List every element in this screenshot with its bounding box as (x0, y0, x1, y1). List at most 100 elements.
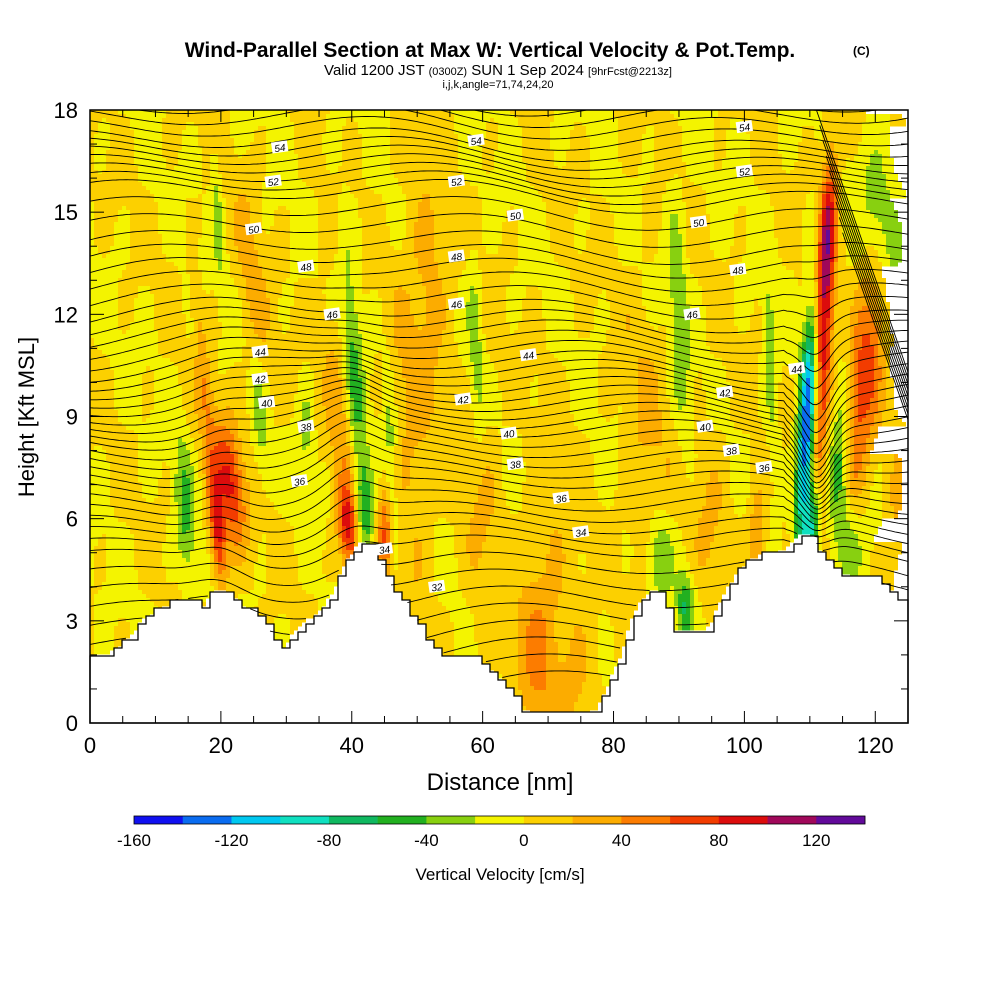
theta-contour-line (90, 386, 908, 478)
theta-contour-line (90, 551, 908, 586)
colorbar-tick-label: 40 (612, 831, 631, 850)
x-tick-label: 20 (209, 733, 233, 758)
colorbar-swatch (134, 816, 184, 824)
colorbar-label: Vertical Velocity [cm/s] (415, 865, 584, 884)
contour-label: 36 (552, 491, 570, 506)
theta-contour-line (90, 379, 908, 471)
theta-contour-line (90, 523, 908, 558)
subtitle-utc: (0300Z) (429, 66, 468, 78)
theta-contour-line (485, 653, 617, 663)
contour-label: 42 (716, 385, 734, 400)
plot-area: 54 52 50 48 46 44 42 40 38 36 34 32 54 52 50 48 46 44 42 40… (89, 90, 909, 724)
contour-label: 34 (375, 542, 394, 557)
theta-contour-line (90, 257, 908, 293)
contour-label: 38 (506, 457, 524, 472)
colorbar-tick-label: -40 (414, 831, 439, 850)
theta-contour-line (90, 283, 908, 320)
colorbar-tick-label: -80 (317, 831, 342, 850)
colorbar-swatch (475, 816, 525, 824)
contour-label: 40 (500, 426, 518, 441)
contour-label: 36 (290, 474, 309, 489)
theta-contour-line (90, 400, 908, 489)
theta-contour-line (842, 232, 908, 421)
theta-contour-line (90, 452, 908, 515)
theta-contour-line (90, 296, 908, 339)
theta-contour-line (90, 213, 908, 248)
colorbar-swatch (523, 816, 573, 824)
subtitle-date: SUN 1 Sep 2024 (471, 62, 584, 79)
theta-contour-line (90, 373, 908, 464)
theta-contour-line (90, 361, 908, 445)
y-tick-label: 18 (54, 98, 78, 123)
contour-label: 44 (519, 348, 538, 363)
colorbar-swatch (718, 816, 768, 824)
subtitle-forecast: [9hrFcst@2213z] (588, 66, 672, 78)
contour-label: 50 (689, 215, 708, 230)
theta-contour-line (90, 534, 908, 569)
contour-label: 46 (323, 307, 341, 322)
contour-label: 42 (454, 392, 472, 407)
theta-contour-line (90, 270, 908, 306)
theta-contour-line (90, 347, 908, 421)
x-tick-label: 120 (857, 733, 894, 758)
theta-contour-line (90, 509, 908, 545)
theta-contour-line (139, 90, 908, 105)
colorbar-swatch (280, 816, 330, 824)
theta-contour-line (90, 494, 908, 535)
theta-contour-line (90, 419, 908, 500)
colorbar-swatch (621, 816, 671, 824)
theta-contour-line (835, 201, 908, 409)
theta-contour-line (90, 367, 908, 455)
theta-contour-line (90, 336, 908, 406)
contour-label: 46 (447, 297, 466, 312)
theta-contour-line (90, 619, 624, 645)
contour-label: 54 (735, 119, 754, 135)
colorbar-swatch (670, 816, 720, 824)
colorbar-swatch (767, 816, 817, 824)
theta-contour-line (90, 306, 908, 355)
theta-contour-line (90, 179, 908, 214)
theta-contour-line (90, 196, 908, 231)
chart-title: Wind-Parallel Section at Max W: Vertical… (185, 39, 796, 62)
colorbar-swatch (182, 816, 232, 824)
contour-label: 52 (735, 164, 754, 179)
contour-label: 34 (572, 525, 590, 540)
contour-label: 36 (755, 460, 773, 475)
contour-label: 48 (729, 263, 747, 278)
theta-contour-line (90, 116, 908, 151)
subtitle-valid: Valid 1200 JST (324, 62, 424, 79)
theta-contour-line (90, 602, 709, 635)
chart-subtitle: Valid 1200 JST (0300Z) SUN 1 Sep 2024 [9… (324, 62, 672, 79)
contour-label: 50 (506, 208, 524, 223)
theta-contour-line (90, 243, 908, 279)
y-tick-label: 6 (66, 507, 78, 532)
theta-contour-line (90, 316, 908, 372)
contour-label: 42 (251, 371, 269, 387)
colorbar-swatch (816, 816, 866, 824)
theta-contour-line (90, 355, 908, 434)
theta-contour-line (502, 670, 611, 678)
theta-contour-line (90, 568, 908, 603)
theta-contour-line (829, 171, 908, 397)
theta-contours (90, 90, 908, 678)
theta-contour-line (90, 429, 908, 505)
theta-contour-line (90, 230, 908, 265)
terrain (89, 535, 909, 724)
contour-labels: 54 52 50 48 46 44 42 40 38 36 34 32 54 52 50 48 46 44 42 40… (244, 119, 806, 594)
contour-label: 44 (787, 361, 806, 377)
theta-contour-line (90, 110, 908, 140)
theta-contour-line (819, 125, 908, 379)
colorbar-tick-label: 80 (709, 831, 728, 850)
theta-contour-line (90, 127, 908, 163)
x-axis-label: Distance [nm] (427, 769, 574, 796)
chart-subtitle-indices: i,j,k,angle=71,74,24,20 (442, 79, 553, 91)
colorbar-tick-label: -160 (117, 831, 151, 850)
y-axis-label: Height [Kft MSL] (14, 337, 39, 497)
theta-contour-line (90, 326, 908, 389)
colorbar-tick-label: 0 (519, 831, 528, 850)
chart-title-mark: (C) (853, 44, 870, 58)
colorbar-frame (133, 815, 866, 825)
contour-label: 38 (297, 419, 315, 434)
